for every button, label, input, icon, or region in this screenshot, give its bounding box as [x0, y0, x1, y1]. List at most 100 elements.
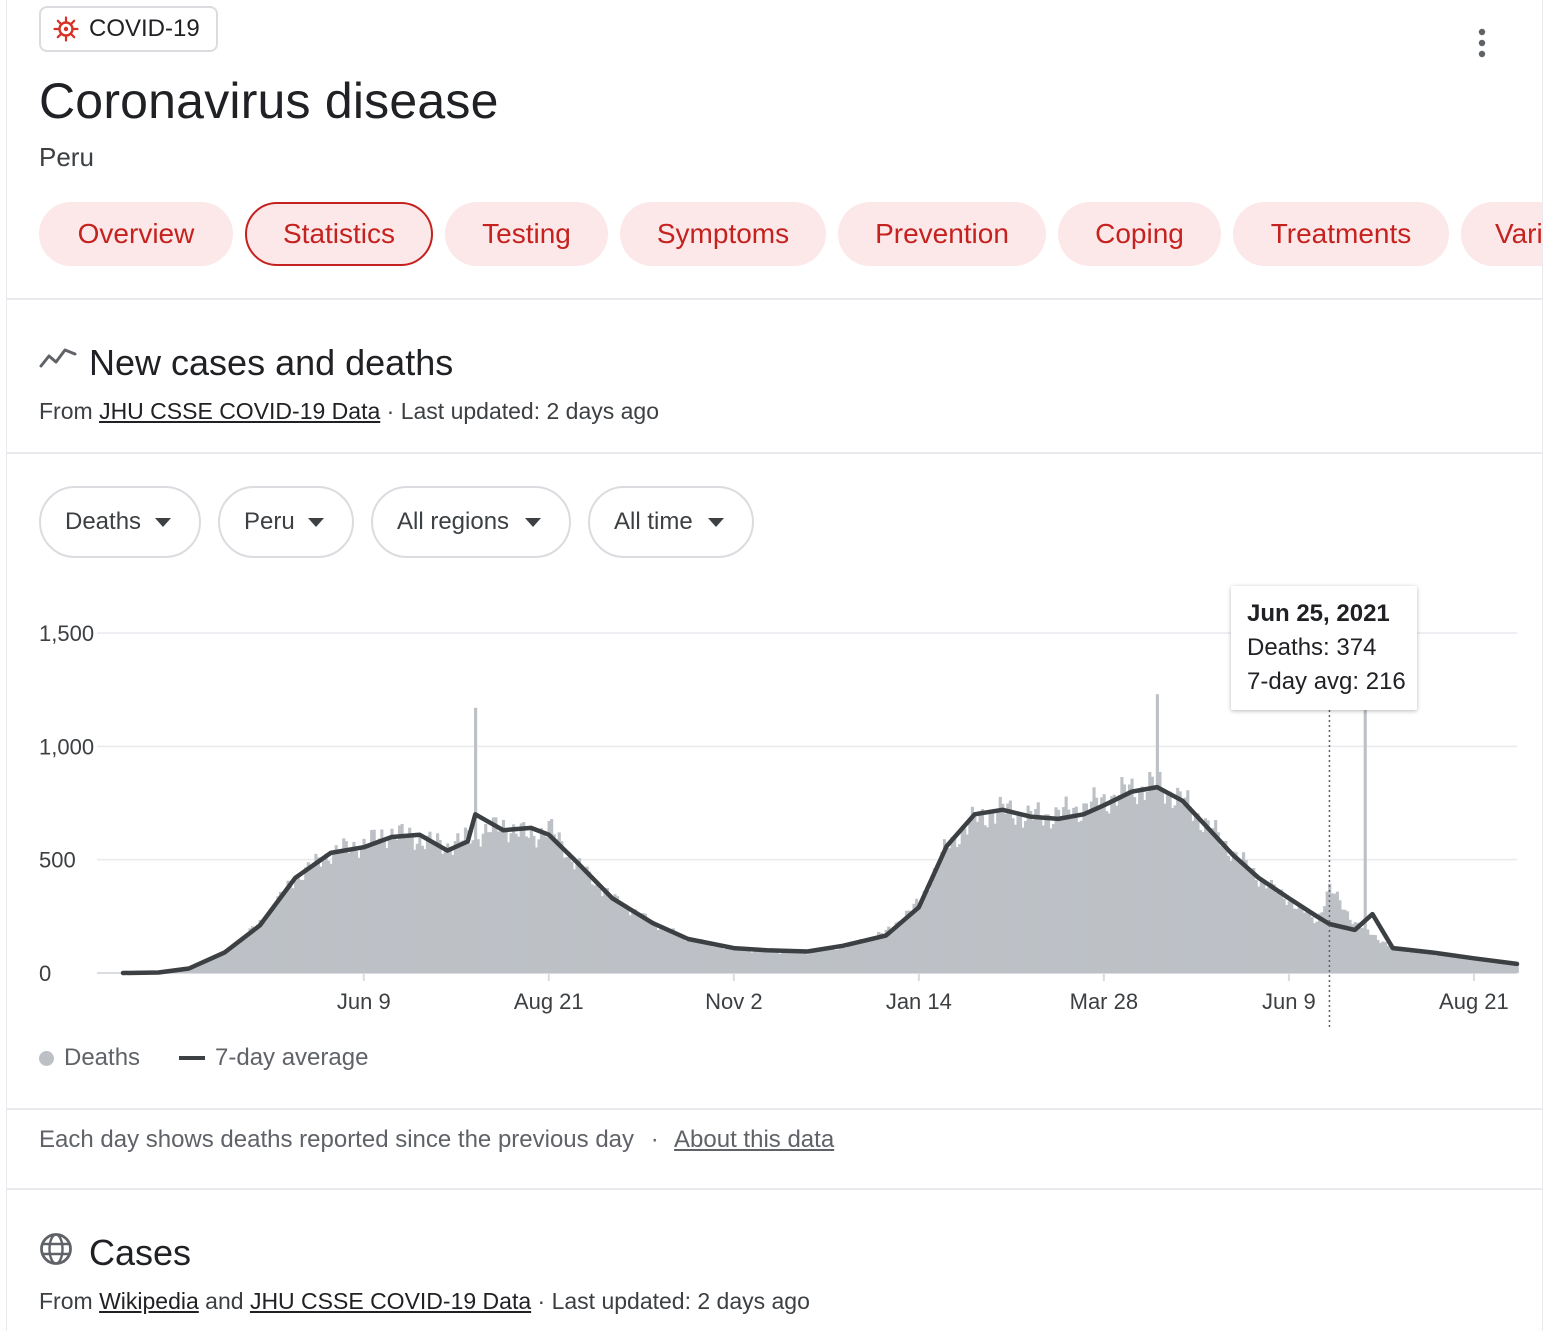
- deaths-bar: [884, 929, 888, 973]
- deaths-bar: [1307, 910, 1312, 973]
- deaths-bar: [1016, 812, 1020, 973]
- tab-coping[interactable]: Coping: [1058, 202, 1221, 266]
- topic-chip-label: COVID-19: [89, 15, 200, 42]
- deaths-bar: [737, 948, 741, 973]
- deaths-bar: [980, 809, 985, 973]
- deaths-bar: [894, 922, 898, 973]
- deaths-bar: [1183, 797, 1187, 973]
- cases-source-link[interactable]: JHU CSSE COVID-19 Data: [249, 1288, 532, 1314]
- cases-source-prefix: From: [39, 1288, 100, 1314]
- deaths-bar: [299, 879, 303, 973]
- tab-overview[interactable]: Overview: [39, 202, 233, 266]
- deaths-bar: [1211, 828, 1215, 973]
- deaths-bar: [1198, 830, 1203, 973]
- deaths-bar: [1196, 813, 1200, 973]
- deaths-bar: [813, 951, 817, 973]
- deaths-bar: [689, 938, 693, 973]
- deaths-bar: [1074, 806, 1078, 973]
- country-filter[interactable]: Peru: [218, 486, 354, 558]
- deaths-bar: [349, 849, 353, 973]
- deaths-bar: [499, 829, 503, 973]
- tooltip-deaths: Deaths: 374: [1247, 634, 1377, 661]
- y-tick-label: 0: [39, 961, 51, 986]
- deaths-bar: [917, 903, 921, 973]
- deaths-bar: [849, 941, 853, 973]
- tab-testing[interactable]: Testing: [445, 202, 608, 266]
- deaths-bar: [770, 952, 774, 973]
- deaths-bar: [727, 946, 731, 973]
- more-vert-icon[interactable]: [1467, 26, 1497, 60]
- deaths-bar: [643, 913, 647, 973]
- deaths-bar: [266, 914, 270, 973]
- source-link[interactable]: JHU CSSE COVID-19 Data: [99, 398, 381, 424]
- topic-chip[interactable]: COVID-19: [39, 6, 218, 52]
- deaths-bar: [899, 923, 903, 973]
- deaths-bar: [965, 834, 969, 973]
- deaths-bar: [603, 891, 607, 973]
- region-filter[interactable]: All regions: [371, 486, 571, 558]
- deaths-bar: [314, 853, 318, 973]
- deaths-bar: [1044, 814, 1048, 973]
- deaths-bar: [942, 839, 947, 973]
- deaths-bar: [732, 949, 736, 973]
- deaths-bar: [1064, 796, 1068, 973]
- deaths-bar: [1120, 777, 1124, 973]
- deaths-bar: [1411, 950, 1415, 973]
- tab-treatments[interactable]: Treatments: [1233, 202, 1449, 266]
- chart-footnote: Each day shows deaths reported since the…: [39, 1126, 834, 1154]
- deaths-bar: [1257, 886, 1261, 973]
- deaths-chart[interactable]: 0 500 1,000 1,500 Jun 9 Aug 21 Nov 2 Jan 14 Mar …: [7, 580, 1543, 1035]
- wikipedia-link[interactable]: Wikipedia: [99, 1288, 199, 1314]
- deaths-bar: [560, 841, 564, 973]
- deaths-bar: [1462, 959, 1466, 973]
- section-title-new-cases: New cases and deaths: [89, 342, 454, 383]
- deaths-bar: [907, 910, 911, 973]
- metric-filter[interactable]: Deaths: [39, 486, 201, 558]
- deaths-bar: [626, 909, 630, 973]
- deaths-bar: [1224, 840, 1228, 973]
- deaths-bar: [839, 946, 843, 973]
- deaths-bar: [778, 953, 782, 973]
- deaths-bar: [833, 950, 838, 973]
- deaths-bar: [1244, 860, 1248, 973]
- deaths-bar: [1419, 950, 1423, 973]
- deaths-bar: [319, 866, 323, 973]
- deaths-bar: [494, 817, 498, 973]
- deaths-bar: [1219, 845, 1223, 973]
- deaths-bar: [869, 937, 873, 973]
- deaths-bar: [286, 880, 290, 973]
- deaths-bar: [902, 918, 906, 973]
- tab-symptoms[interactable]: Symptoms: [620, 202, 826, 266]
- deaths-bar: [1160, 791, 1165, 973]
- seven-day-average-line: [120, 784, 1520, 976]
- deaths-bar: [1495, 961, 1499, 973]
- deaths-bar: [950, 837, 954, 973]
- tab-statistics[interactable]: Statistics: [245, 202, 433, 266]
- deaths-bar: [225, 951, 229, 973]
- deaths-bar: [539, 828, 544, 973]
- deaths-bar: [1247, 871, 1251, 973]
- deaths-bar: [395, 839, 399, 973]
- deaths-bar: [1274, 892, 1279, 973]
- deaths-bar: [831, 947, 835, 973]
- deaths-bar: [1490, 961, 1494, 973]
- deaths-bar: [1041, 825, 1045, 973]
- cases-source-and: and: [198, 1288, 250, 1314]
- deaths-bar: [697, 940, 701, 973]
- tab-prevention[interactable]: Prevention: [838, 202, 1046, 266]
- deaths-bar: [864, 941, 868, 973]
- deaths-bar: [517, 836, 521, 973]
- deaths-bar: [263, 921, 267, 973]
- caret-down-icon: [155, 518, 171, 527]
- deaths-bar: [826, 949, 830, 973]
- deaths-bar: [1320, 912, 1324, 973]
- about-data-link[interactable]: About this data: [674, 1126, 835, 1153]
- deaths-bar: [953, 835, 957, 973]
- deaths-bar: [1404, 950, 1408, 973]
- deaths-bar: [1363, 707, 1367, 973]
- tab-variants[interactable]: Vari: [1461, 202, 1542, 266]
- time-range-filter[interactable]: All time: [588, 486, 754, 558]
- deaths-bar: [1079, 820, 1083, 973]
- deaths-bar: [628, 915, 632, 973]
- deaths-bar: [1409, 950, 1413, 973]
